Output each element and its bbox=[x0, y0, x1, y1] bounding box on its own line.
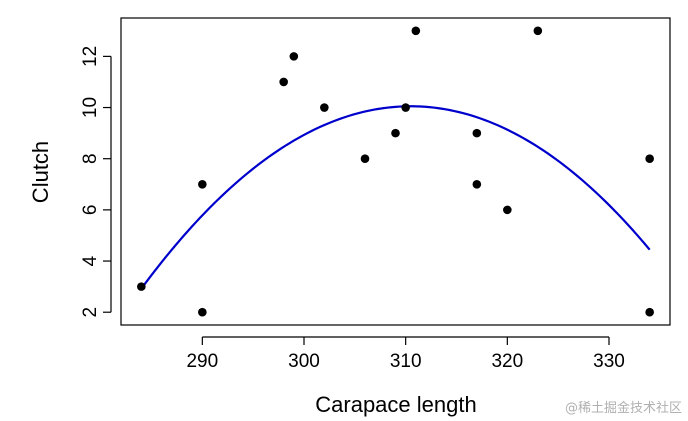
data-point bbox=[401, 103, 410, 112]
y-tick-label: 2 bbox=[80, 307, 101, 318]
data-point bbox=[289, 52, 299, 61]
plot-frame bbox=[120, 17, 671, 326]
x-tick-label: 290 bbox=[186, 351, 218, 372]
data-point bbox=[198, 307, 207, 317]
data-point bbox=[391, 128, 400, 138]
data-point bbox=[411, 26, 421, 36]
y-tick-label: 6 bbox=[80, 205, 101, 216]
x-tick-label: 330 bbox=[593, 351, 625, 372]
data-point bbox=[472, 179, 482, 189]
data-point bbox=[137, 282, 146, 291]
data-point bbox=[320, 103, 329, 112]
data-point bbox=[533, 26, 543, 36]
data-point bbox=[645, 154, 654, 164]
data-point bbox=[279, 77, 288, 87]
y-axis-title: Clutch bbox=[28, 141, 53, 203]
data-point bbox=[645, 307, 654, 317]
data-point bbox=[503, 205, 512, 215]
y-tick-label: 12 bbox=[80, 46, 101, 67]
data-point bbox=[198, 179, 207, 189]
x-tick-label: 300 bbox=[288, 351, 320, 372]
y-tick-label: 10 bbox=[80, 97, 101, 118]
x-tick-label: 320 bbox=[491, 351, 523, 372]
y-tick-label: 4 bbox=[80, 255, 101, 266]
x-axis: 290 300 310 320 330 bbox=[186, 336, 625, 372]
data-points bbox=[137, 26, 654, 317]
data-point bbox=[472, 128, 482, 138]
x-tick-label: 310 bbox=[390, 351, 422, 372]
fit-curve bbox=[140, 105, 651, 290]
y-axis: 2 4 6 8 10 12 bbox=[80, 46, 112, 318]
watermark: @稀土掘金技术社区 bbox=[565, 400, 682, 416]
y-tick-label: 8 bbox=[80, 153, 101, 164]
data-point bbox=[360, 154, 370, 164]
x-axis-title: Carapace length bbox=[315, 392, 476, 417]
